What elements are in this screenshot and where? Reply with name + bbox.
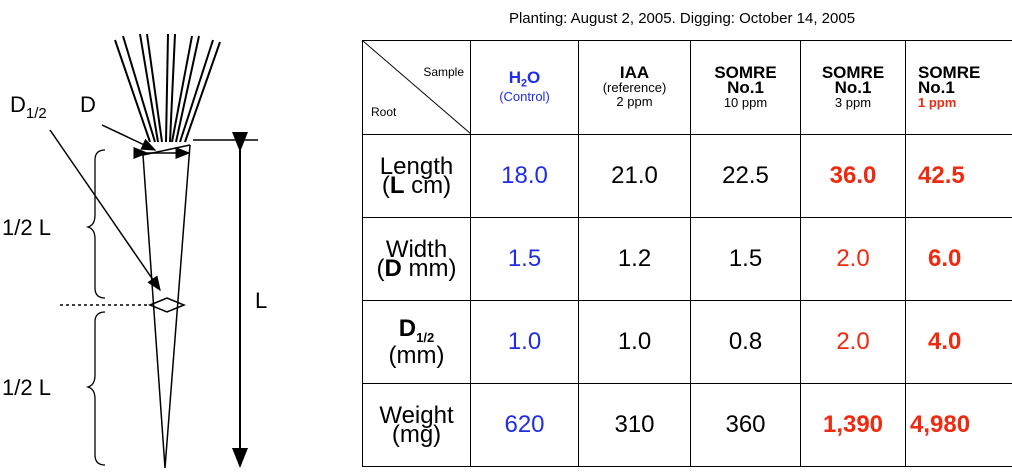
cell: 1.5 [471, 218, 579, 301]
d-label: D [80, 92, 96, 117]
d-half-label: D1/2 [10, 92, 47, 122]
page: Planting: August 2, 2005. Digging: Octob… [0, 0, 1012, 472]
col-line: 3 ppm [835, 95, 871, 110]
cell: 4,980 [906, 384, 1012, 467]
cell: 6.0 [906, 218, 1012, 301]
unit: ( [382, 172, 390, 199]
half-l-upper: 1/2 L [2, 215, 51, 240]
d-half-pointer [50, 130, 160, 290]
unit: ( [377, 255, 385, 282]
leaves [115, 34, 220, 142]
cell: 620 [471, 384, 579, 467]
unit: (mm) [389, 342, 445, 369]
row: Length(L cm) 18.0 21.0 22.5 36.0 42.5 [363, 135, 1012, 218]
h2o-note: (Control) [499, 89, 550, 104]
row: D1/2(mm) 1.0 1.0 0.8 2.0 4.0 [363, 301, 1012, 384]
d-half-sub: 1/2 [26, 105, 47, 122]
cell: 1.0 [471, 301, 579, 384]
col-line: (reference) [603, 80, 667, 95]
col-line: 2 ppm [616, 94, 652, 109]
cell: 2.0 [801, 218, 906, 301]
cell: 310 [579, 384, 691, 467]
header-row: Sample Root H2O(Control) IAA(reference)2… [363, 41, 1012, 135]
cell: 22.5 [691, 135, 801, 218]
row: Weight(mg) 620 310 360 1,390 4,980 [363, 384, 1012, 467]
row-label: D1/2(mm) [363, 301, 471, 384]
h2o-rest: O [527, 68, 540, 87]
brace-upper [88, 150, 105, 298]
corner-diagonal [363, 41, 471, 134]
column-header: H2O(Control) [471, 41, 579, 135]
cell: 21.0 [579, 135, 691, 218]
unit: cm) [405, 172, 452, 199]
cell: 0.8 [691, 301, 801, 384]
cell: 360 [691, 384, 801, 467]
caption: Planting: August 2, 2005. Digging: Octob… [362, 10, 1002, 27]
cell: 36.0 [801, 135, 906, 218]
label: D [399, 315, 416, 342]
cell: 42.5 [906, 135, 1012, 218]
unit: (mg) [392, 421, 441, 448]
unit: mm) [402, 255, 457, 282]
cell: 2.0 [801, 301, 906, 384]
h2o-main: H [509, 68, 521, 87]
l-label: L [255, 288, 267, 313]
row-label: Width(D mm) [363, 218, 471, 301]
cell: 1.2 [579, 218, 691, 301]
col-line: 1 ppm [918, 95, 956, 110]
corner-cell: Sample Root [363, 41, 471, 135]
cell: 1,390 [801, 384, 906, 467]
cell: 4.0 [906, 301, 1012, 384]
row: Width(D mm) 1.5 1.2 1.5 2.0 6.0 [363, 218, 1012, 301]
row-label: Weight(mg) [363, 384, 471, 467]
cell: 1.0 [579, 301, 691, 384]
results-table: Sample Root H2O(Control) IAA(reference)2… [362, 40, 1012, 467]
cell: 1.5 [691, 218, 801, 301]
half-l-lower: 1/2 L [2, 375, 51, 400]
corner-bottom: Root [371, 105, 396, 119]
corner-top: Sample [423, 65, 464, 79]
unit: D [385, 255, 402, 282]
column-header: IAA(reference)2 ppm [579, 41, 691, 135]
unit: L [390, 172, 405, 199]
cell: 18.0 [471, 135, 579, 218]
row-label: Length(L cm) [363, 135, 471, 218]
d-half-main: D [10, 92, 26, 117]
col-line: 10 ppm [724, 95, 767, 110]
root-diagram: D D1/2 1/2 L 1/2 L L [0, 0, 340, 472]
d-pointer [102, 125, 155, 150]
brace-lower [88, 312, 105, 465]
root-outline [143, 145, 190, 468]
half-width-marker [150, 298, 184, 312]
